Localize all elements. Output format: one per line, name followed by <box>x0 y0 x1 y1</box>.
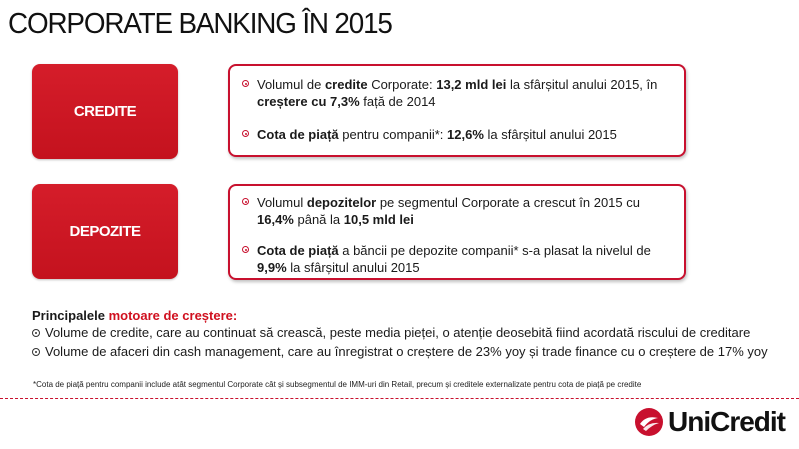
credite-market-share-bullet: Cota de piață pentru companii*: 12,6% la… <box>242 126 674 143</box>
text: Corporate: <box>367 77 437 92</box>
unicredit-logo: UniCredit <box>634 406 786 438</box>
bullet-icon <box>242 80 249 87</box>
divider <box>0 398 799 399</box>
depozite-volume-bullet: Volumul depozitelor pe segmentul Corpora… <box>242 194 674 228</box>
text: Volumul de <box>257 77 325 92</box>
text: la sfârșitul anului 2015 <box>286 260 420 275</box>
bullet-icon <box>242 198 249 205</box>
bullet-icon <box>32 348 40 356</box>
text-bold: 10,5 mld lei <box>343 212 414 227</box>
growth-drivers-title: Principalele motoare de creștere: <box>32 308 237 323</box>
unicredit-logo-text: UniCredit <box>668 406 786 437</box>
depozite-tile: DEPOZITE <box>32 184 178 279</box>
text: pe segmentul Corporate a crescut în 2015… <box>376 195 640 210</box>
credite-label: CREDITE <box>73 103 137 120</box>
bullet-icon <box>242 130 249 137</box>
credite-info-box: Volumul de credite Corporate: 13,2 mld l… <box>228 64 686 157</box>
text: până la <box>293 212 344 227</box>
text-accent: motoare de creștere: <box>108 308 238 323</box>
text: față de 2014 <box>359 94 436 109</box>
text: Principalele <box>32 308 109 323</box>
text: pentru companii*: <box>338 127 448 142</box>
text: la sfârșitul anului 2015 <box>483 127 617 142</box>
depozite-market-share-bullet: Cota de piață a băncii pe depozite compa… <box>242 242 674 276</box>
page-title: CORPORATE BANKING ÎN 2015 <box>8 8 393 40</box>
text-bold: Cota de piață <box>257 243 339 258</box>
unicredit-logo-icon <box>635 408 663 436</box>
growth-driver-text: Volume de credite, care au continuat să … <box>45 325 751 340</box>
text-bold: depozitelor <box>306 195 377 210</box>
footnote: *Cota de piață pentru companii include a… <box>33 380 642 389</box>
growth-driver-item: Volume de credite, care au continuat să … <box>32 325 750 340</box>
growth-driver-item: Volume de afaceri din cash management, c… <box>32 344 768 359</box>
credite-volume-bullet: Volumul de credite Corporate: 13,2 mld l… <box>242 76 674 110</box>
text-bold: Cota de piață <box>257 127 339 142</box>
text-bold: 13,2 mld lei <box>436 77 507 92</box>
text-bold: creștere cu 7,3% <box>257 94 360 109</box>
text-bold: 12,6% <box>447 127 484 142</box>
text: a băncii pe depozite companii* s-a plasa… <box>338 243 651 258</box>
text-bold: credite <box>324 77 368 92</box>
growth-driver-text: Volume de afaceri din cash management, c… <box>45 344 768 359</box>
depozite-info-box: Volumul depozitelor pe segmentul Corpora… <box>228 184 686 280</box>
text: la sfârșitul anului 2015, în <box>506 77 658 92</box>
credite-tile: CREDITE <box>32 64 178 159</box>
bullet-icon <box>242 246 249 253</box>
text: Volumul <box>257 195 307 210</box>
bullet-icon <box>32 329 40 337</box>
text-bold: 9,9% <box>257 260 287 275</box>
text-bold: 16,4% <box>257 212 294 227</box>
depozite-label: DEPOZITE <box>69 223 141 240</box>
